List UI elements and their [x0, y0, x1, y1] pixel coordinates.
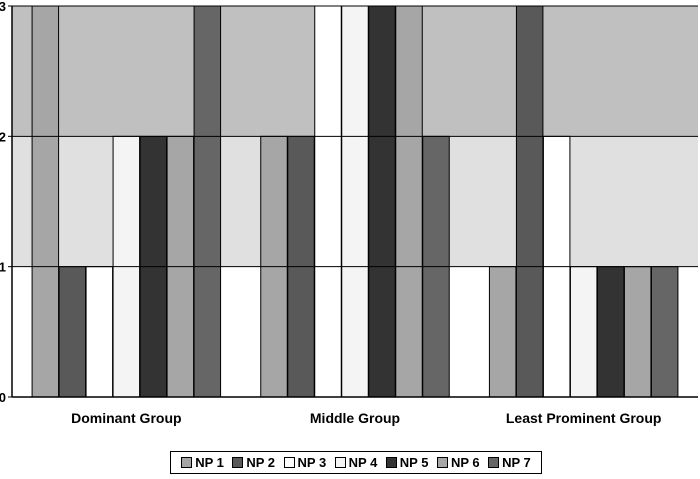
legend-item: NP 4 [334, 455, 378, 470]
bar [596, 266, 625, 398]
x-category-labels: Dominant Group Middle Group Least Prominen… [71, 410, 661, 426]
bar [569, 266, 598, 398]
legend-swatch [232, 457, 244, 468]
legend: NP 1 NP 2 NP 3 NP 4 NP 5 NP 6 NP 7 [170, 451, 542, 474]
y-tick-label: 1 [0, 260, 6, 275]
bar [368, 5, 396, 398]
legend-label: NP 3 [297, 455, 327, 470]
bar [58, 266, 87, 398]
y-tick-labels: 0 1 2 3 [0, 0, 6, 405]
bar [623, 266, 652, 398]
legend-label: NP 6 [450, 455, 480, 470]
legend-item: NP 5 [385, 455, 429, 470]
legend-item: NP 6 [436, 455, 480, 470]
y-tick-label: 2 [0, 129, 6, 144]
bar [515, 5, 544, 398]
bar [85, 266, 114, 398]
legend-label: NP 5 [399, 455, 429, 470]
legend-swatch [385, 457, 397, 468]
bar [314, 5, 342, 398]
legend-item: NP 2 [232, 455, 275, 470]
legend-item: NP 7 [488, 455, 531, 470]
bar [488, 266, 517, 398]
legend-label: NP 2 [246, 455, 276, 470]
bar [341, 5, 369, 398]
legend-label: NP 4 [348, 455, 378, 470]
legend-swatch [436, 457, 448, 468]
bar [395, 5, 423, 398]
x-category-label: Least Prominent Group [506, 410, 662, 426]
y-tick-label: 3 [0, 0, 6, 14]
legend-swatch [181, 457, 193, 468]
legend-swatch [488, 457, 500, 468]
x-category-label: Dominant Group [71, 410, 181, 426]
bar [31, 5, 60, 398]
y-tick-label: 0 [0, 390, 6, 405]
legend-swatch [283, 457, 295, 468]
legend-item: NP 1 [181, 455, 224, 470]
x-category-label: Middle Group [310, 410, 400, 426]
legend-swatch [334, 457, 346, 468]
legend-label: NP 7 [502, 455, 531, 470]
bar [650, 266, 679, 398]
legend-item: NP 3 [283, 455, 327, 470]
axes [8, 5, 698, 398]
legend-label: NP 1 [195, 455, 224, 470]
bar [193, 5, 222, 398]
